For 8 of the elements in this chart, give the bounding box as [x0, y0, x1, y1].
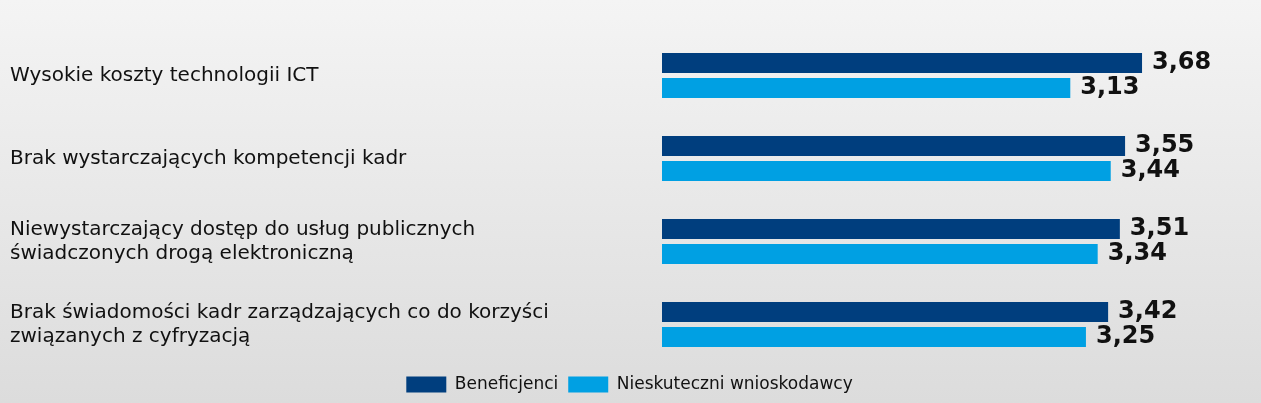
y-tick-label: Niewystarczający dostęp do usług publicznych świadczonych drogą elektroniczną — [10, 215, 476, 264]
data-label: 3,13 — [1080, 72, 1140, 101]
y-tick-label: Wysokie koszty technologii ICT — [10, 61, 320, 86]
y-tick-label: Brak świadomości kadr zarządzających co do korzyści związanych z cyfryzacją — [10, 298, 549, 347]
legend-label: Nieskuteczni wnioskodawcy — [616, 372, 853, 393]
legend-label: Beneficjenci — [454, 372, 559, 393]
data-label: 3,68 — [1152, 47, 1212, 76]
y-tick-label: Brak wystarczających kompetencji kadr — [10, 144, 408, 169]
